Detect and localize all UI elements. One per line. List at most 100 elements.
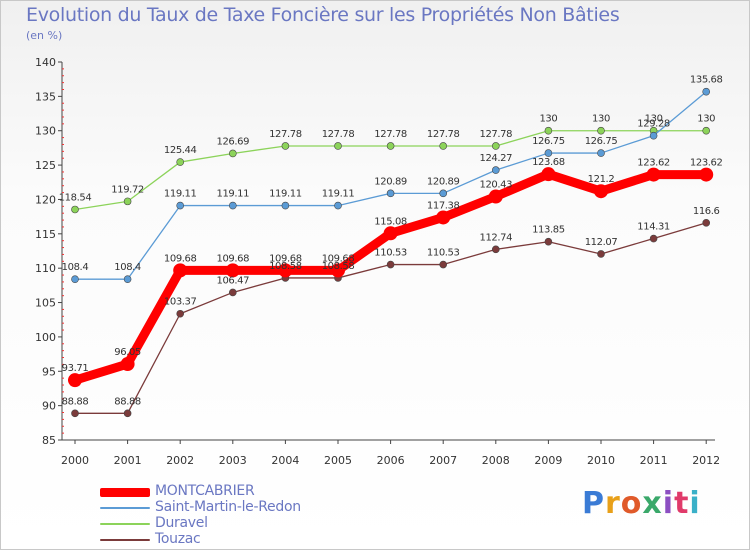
x-tick-label: 2007 xyxy=(429,454,457,467)
data-label: 123.68 xyxy=(532,157,565,168)
data-label: 127.78 xyxy=(480,129,513,140)
x-tick-label: 2009 xyxy=(534,454,562,467)
data-label: 106.47 xyxy=(217,275,250,286)
y-tick-label: 110 xyxy=(35,262,56,275)
data-point xyxy=(544,237,553,246)
logo-letter: o xyxy=(620,486,643,521)
data-label: 123.62 xyxy=(690,158,723,169)
data-point xyxy=(123,197,132,206)
x-tick-label: 2011 xyxy=(640,454,668,467)
data-label: 119.72 xyxy=(111,184,144,195)
data-point xyxy=(594,184,608,199)
data-point xyxy=(123,275,132,283)
data-point xyxy=(491,166,500,174)
data-point xyxy=(386,189,395,198)
data-point xyxy=(702,219,711,227)
data-label: 108.4 xyxy=(62,262,89,273)
series-line-montcabrier xyxy=(70,169,711,385)
data-point xyxy=(544,126,553,135)
data-label: 88.88 xyxy=(62,396,89,407)
data-label: 118.54 xyxy=(59,192,92,203)
data-label: 108.58 xyxy=(322,261,355,272)
data-label: 109.68 xyxy=(164,253,197,264)
data-label: 127.78 xyxy=(427,129,460,140)
data-point xyxy=(439,189,448,198)
data-point xyxy=(699,167,714,182)
data-label: 110.53 xyxy=(374,248,407,259)
y-tick-label: 120 xyxy=(35,193,56,206)
y-tick-label: 130 xyxy=(35,125,56,138)
x-tick-label: 2008 xyxy=(482,454,510,467)
data-point xyxy=(173,263,188,278)
data-label: 108.58 xyxy=(269,261,302,272)
logo-letter: i xyxy=(662,486,675,521)
data-point xyxy=(386,142,395,150)
data-label: 130 xyxy=(539,114,557,125)
data-point xyxy=(123,409,132,418)
data-label: 119.11 xyxy=(217,189,250,200)
data-point xyxy=(649,234,658,243)
y-tick-label: 140 xyxy=(35,56,56,69)
x-tick-label: 2000 xyxy=(61,454,89,467)
data-label: 121.2 xyxy=(588,174,615,185)
legend-swatch xyxy=(100,507,150,509)
x-tick-label: 2001 xyxy=(114,454,142,467)
data-label: 123.62 xyxy=(637,158,670,169)
data-point xyxy=(334,142,342,150)
data-label: 127.78 xyxy=(269,129,302,140)
data-point xyxy=(439,260,448,269)
proxiti-logo: Proxiti xyxy=(582,486,701,521)
data-point xyxy=(334,201,342,210)
x-tick-label: 2005 xyxy=(324,454,352,467)
data-point xyxy=(281,142,290,150)
data-label: 103.37 xyxy=(164,297,197,308)
data-point xyxy=(597,149,605,157)
data-point xyxy=(229,288,237,297)
data-label: 117.38 xyxy=(427,200,460,211)
y-tick-label: 100 xyxy=(35,331,56,344)
data-label: 120.89 xyxy=(427,176,460,187)
legend-label: MONTCABRIER xyxy=(155,483,255,499)
y-tick-label: 105 xyxy=(35,297,56,310)
data-label: 108.4 xyxy=(114,262,141,273)
data-point xyxy=(229,149,237,158)
data-point xyxy=(71,409,79,418)
legend-label: Touzac xyxy=(155,531,201,547)
data-label: 120.43 xyxy=(480,179,513,190)
x-tick-label: 2002 xyxy=(166,454,194,467)
data-label: 93.71 xyxy=(62,363,89,374)
data-label: 109.68 xyxy=(269,253,302,264)
data-label: 130 xyxy=(697,114,715,125)
data-point xyxy=(176,201,184,210)
chart-subtitle: (en %) xyxy=(26,29,63,42)
data-label: 130 xyxy=(645,114,663,125)
x-tick-label: 2012 xyxy=(692,454,720,467)
data-point xyxy=(331,263,345,278)
data-point xyxy=(702,87,711,96)
data-point xyxy=(278,263,293,278)
data-point xyxy=(439,142,448,150)
data-label: 119.11 xyxy=(164,189,197,200)
data-point xyxy=(491,245,500,254)
data-point xyxy=(229,201,237,210)
legend-swatch xyxy=(100,523,150,525)
data-label: 130 xyxy=(592,114,610,125)
y-tick-label: 125 xyxy=(35,159,56,172)
data-label: 109.68 xyxy=(217,253,250,264)
data-point xyxy=(225,263,240,278)
y-tick-label: 135 xyxy=(35,90,56,103)
logo-letter: t xyxy=(674,486,690,521)
data-point xyxy=(386,260,395,269)
data-point xyxy=(281,201,290,210)
data-point xyxy=(383,226,398,241)
data-label: 112.07 xyxy=(585,237,618,248)
data-label: 126.75 xyxy=(532,136,565,147)
data-point xyxy=(176,158,184,166)
data-label: 125.44 xyxy=(164,145,197,156)
data-point xyxy=(597,126,605,135)
y-tick-label: 85 xyxy=(42,434,56,447)
data-point xyxy=(120,357,135,372)
data-label: 120.89 xyxy=(374,176,407,187)
data-label: 112.74 xyxy=(480,232,513,243)
